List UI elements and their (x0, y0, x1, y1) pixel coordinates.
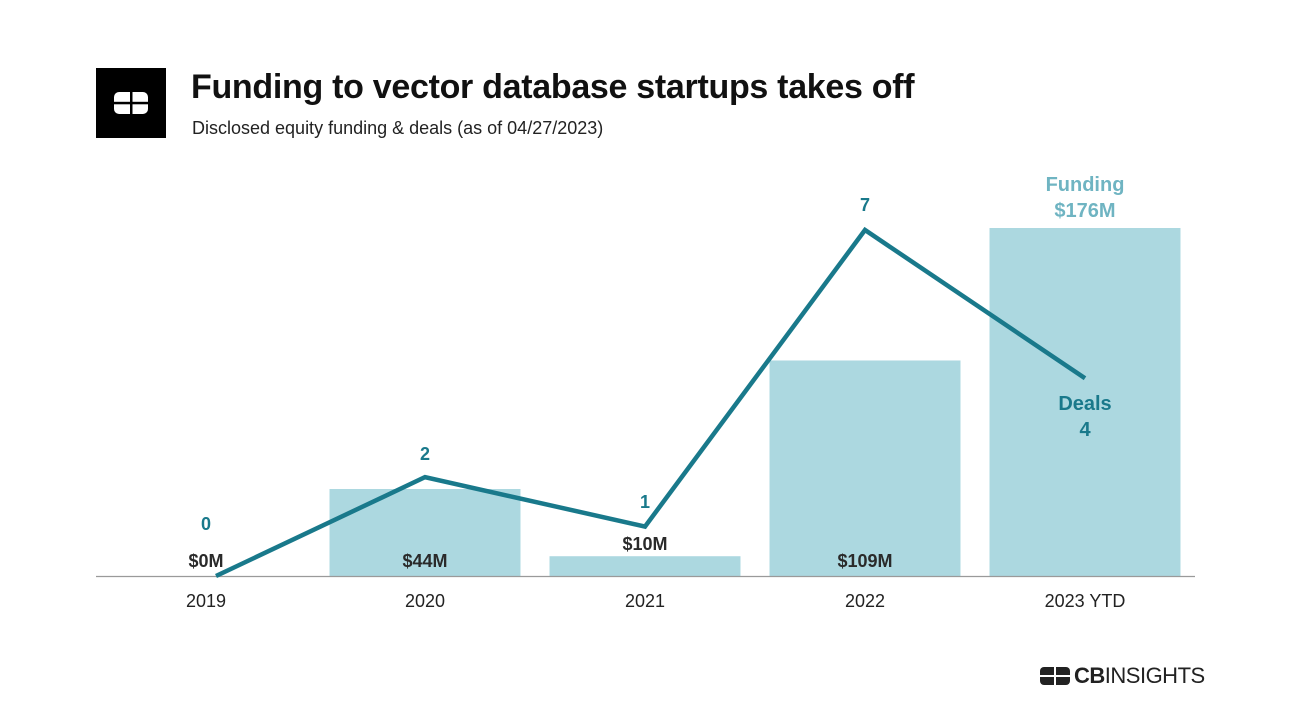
brand-logo: CBINSIGHTS (1040, 664, 1205, 688)
x-tick-label-2: 2021 (625, 591, 665, 611)
funding-label-3: $109M (837, 551, 892, 571)
x-tick-label-0: 2019 (186, 591, 226, 611)
funding-label-4: $176M (1054, 200, 1115, 222)
brand-strong: CB (1074, 663, 1105, 688)
deals-label-4: 4 (1079, 419, 1091, 441)
funding-label-1: $44M (402, 551, 447, 571)
funding-label-2: $10M (622, 534, 667, 554)
x-tick-label-3: 2022 (845, 591, 885, 611)
x-tick-label-1: 2020 (405, 591, 445, 611)
cb-insights-logo-icon (1040, 667, 1070, 685)
brand-wordmark: CBINSIGHTS (1074, 664, 1205, 688)
deals-line (215, 226, 1087, 579)
chart-subtitle: Disclosed equity funding & deals (as of … (192, 118, 604, 138)
cb-insights-logo (96, 68, 166, 138)
brand-light: INSIGHTS (1104, 663, 1205, 688)
deals-label-1: 2 (420, 444, 430, 464)
deals-label-3: 7 (860, 195, 870, 215)
deals-label-0: 0 (201, 514, 211, 534)
deals-label-2: 1 (640, 492, 650, 512)
funding-label-0: $0M (188, 551, 223, 571)
funding-bar-3 (769, 360, 961, 576)
funding-bar-2 (549, 556, 741, 576)
x-tick-label-4: 2023 YTD (1045, 591, 1126, 611)
funding-bar-4 (989, 228, 1181, 576)
funding-bar-1 (329, 489, 521, 576)
deals-legend-label: Deals (1058, 393, 1111, 415)
funding-legend-label: Funding (1046, 174, 1125, 196)
cb-logo-icon (114, 92, 148, 114)
chart-title: Funding to vector database startups take… (191, 68, 915, 106)
